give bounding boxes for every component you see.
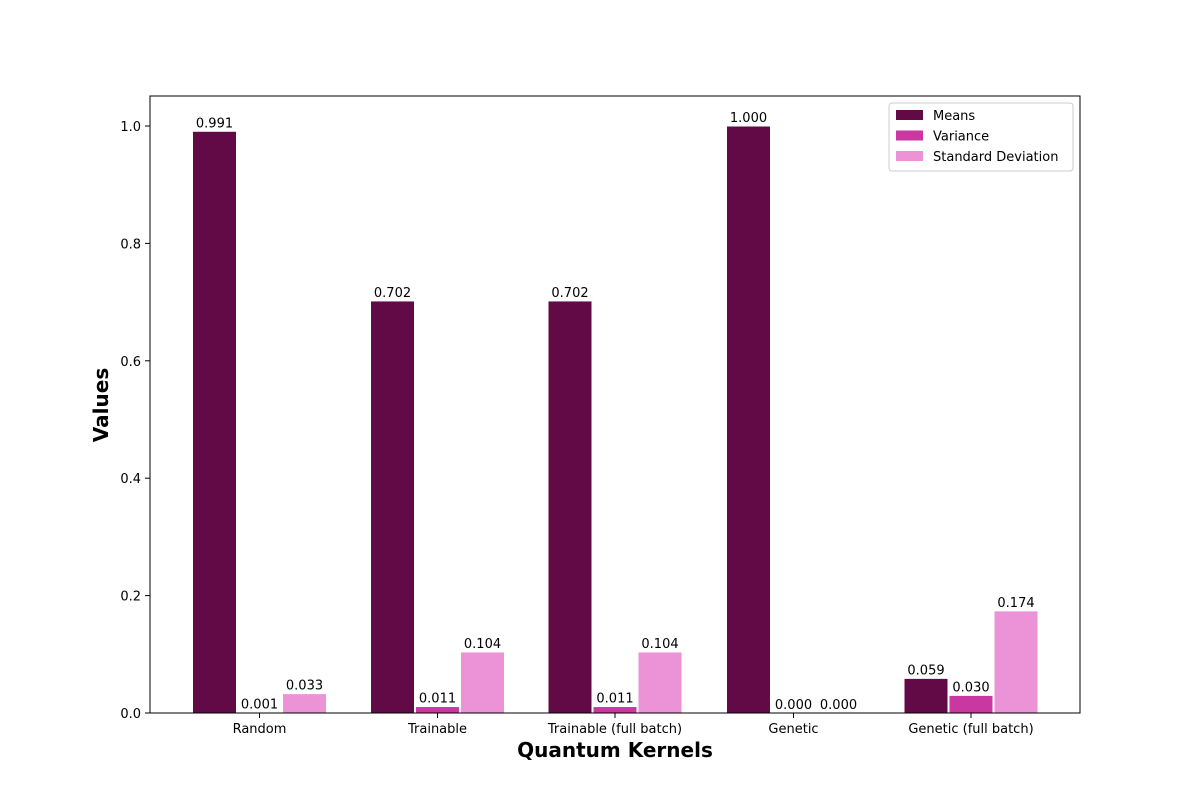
bar-standard-deviation-0 [282,693,327,714]
data-label-means-3: 1.000 [730,111,767,126]
bar-means-3 [726,125,771,714]
data-label-means-4: 0.059 [907,663,944,678]
legend-swatch-variance [896,130,923,141]
x-tick-label-0: Random [233,722,287,737]
y-tick-label-0: 0.0 [120,707,141,722]
data-label-variance-2: 0.011 [596,692,633,707]
x-tick-label-3: Genetic [768,722,818,737]
bar-standard-deviation-1 [460,651,505,714]
bar-means-0 [192,130,237,714]
bars-layer [192,125,1039,714]
data-label-variance-4: 0.030 [952,680,989,695]
data-label-standard-deviation-2: 0.104 [641,637,678,652]
x-tick-label-1: Trainable [407,722,467,737]
data-label-means-1: 0.702 [374,286,411,301]
legend-swatch-means [896,110,923,120]
y-tick-label-5: 1.0 [120,120,141,135]
legend: Means Variance Standard Deviation [888,102,1074,172]
legend-label-standard-deviation: Standard Deviation [933,150,1058,165]
bar-standard-deviation-2 [637,651,683,714]
legend-label-variance: Variance [933,130,989,145]
bar-means-1 [370,300,415,714]
x-tick-label-4: Genetic (full batch) [908,722,1033,737]
data-labels-layer: 0.991 0.702 0.702 1.000 0.059 0.001 0.011 0.011… [196,111,1035,713]
y-tick-label-3: 0.6 [120,355,141,370]
legend-box [888,102,1074,172]
legend-label-means: Means [933,109,975,124]
bar-means-4 [903,677,949,714]
data-label-variance-0: 0.001 [241,697,278,712]
data-label-variance-1: 0.011 [419,692,456,707]
data-label-means-0: 0.991 [196,116,233,131]
bar-variance-1 [415,706,460,714]
legend-swatch-standard-deviation [896,151,923,161]
data-label-variance-3: 0.000 [775,698,812,713]
data-label-standard-deviation-3: 0.000 [820,698,857,713]
data-label-standard-deviation-0: 0.033 [286,679,323,694]
bar-variance-2 [592,706,638,714]
y-axis-title: Values [89,368,113,442]
x-axis-title: Quantum Kernels [517,738,713,762]
x-tick-label-2: Trainable (full batch) [547,722,682,737]
data-label-means-2: 0.702 [551,286,588,301]
bar-means-2 [547,300,593,714]
data-label-standard-deviation-4: 0.174 [997,596,1034,611]
y-axis: 0.0 0.2 0.4 0.6 0.8 1.0 [120,120,150,722]
y-tick-label-4: 0.8 [120,237,141,252]
plot-frame [149,95,1081,714]
bar-standard-deviation-4 [993,610,1039,714]
data-label-standard-deviation-1: 0.104 [464,637,501,652]
bar-variance-4 [948,694,994,714]
y-tick-label-2: 0.4 [120,472,141,487]
y-tick-label-1: 0.2 [120,590,141,605]
x-axis: Random Trainable Trainable (full batch) Gen… [233,713,1034,737]
